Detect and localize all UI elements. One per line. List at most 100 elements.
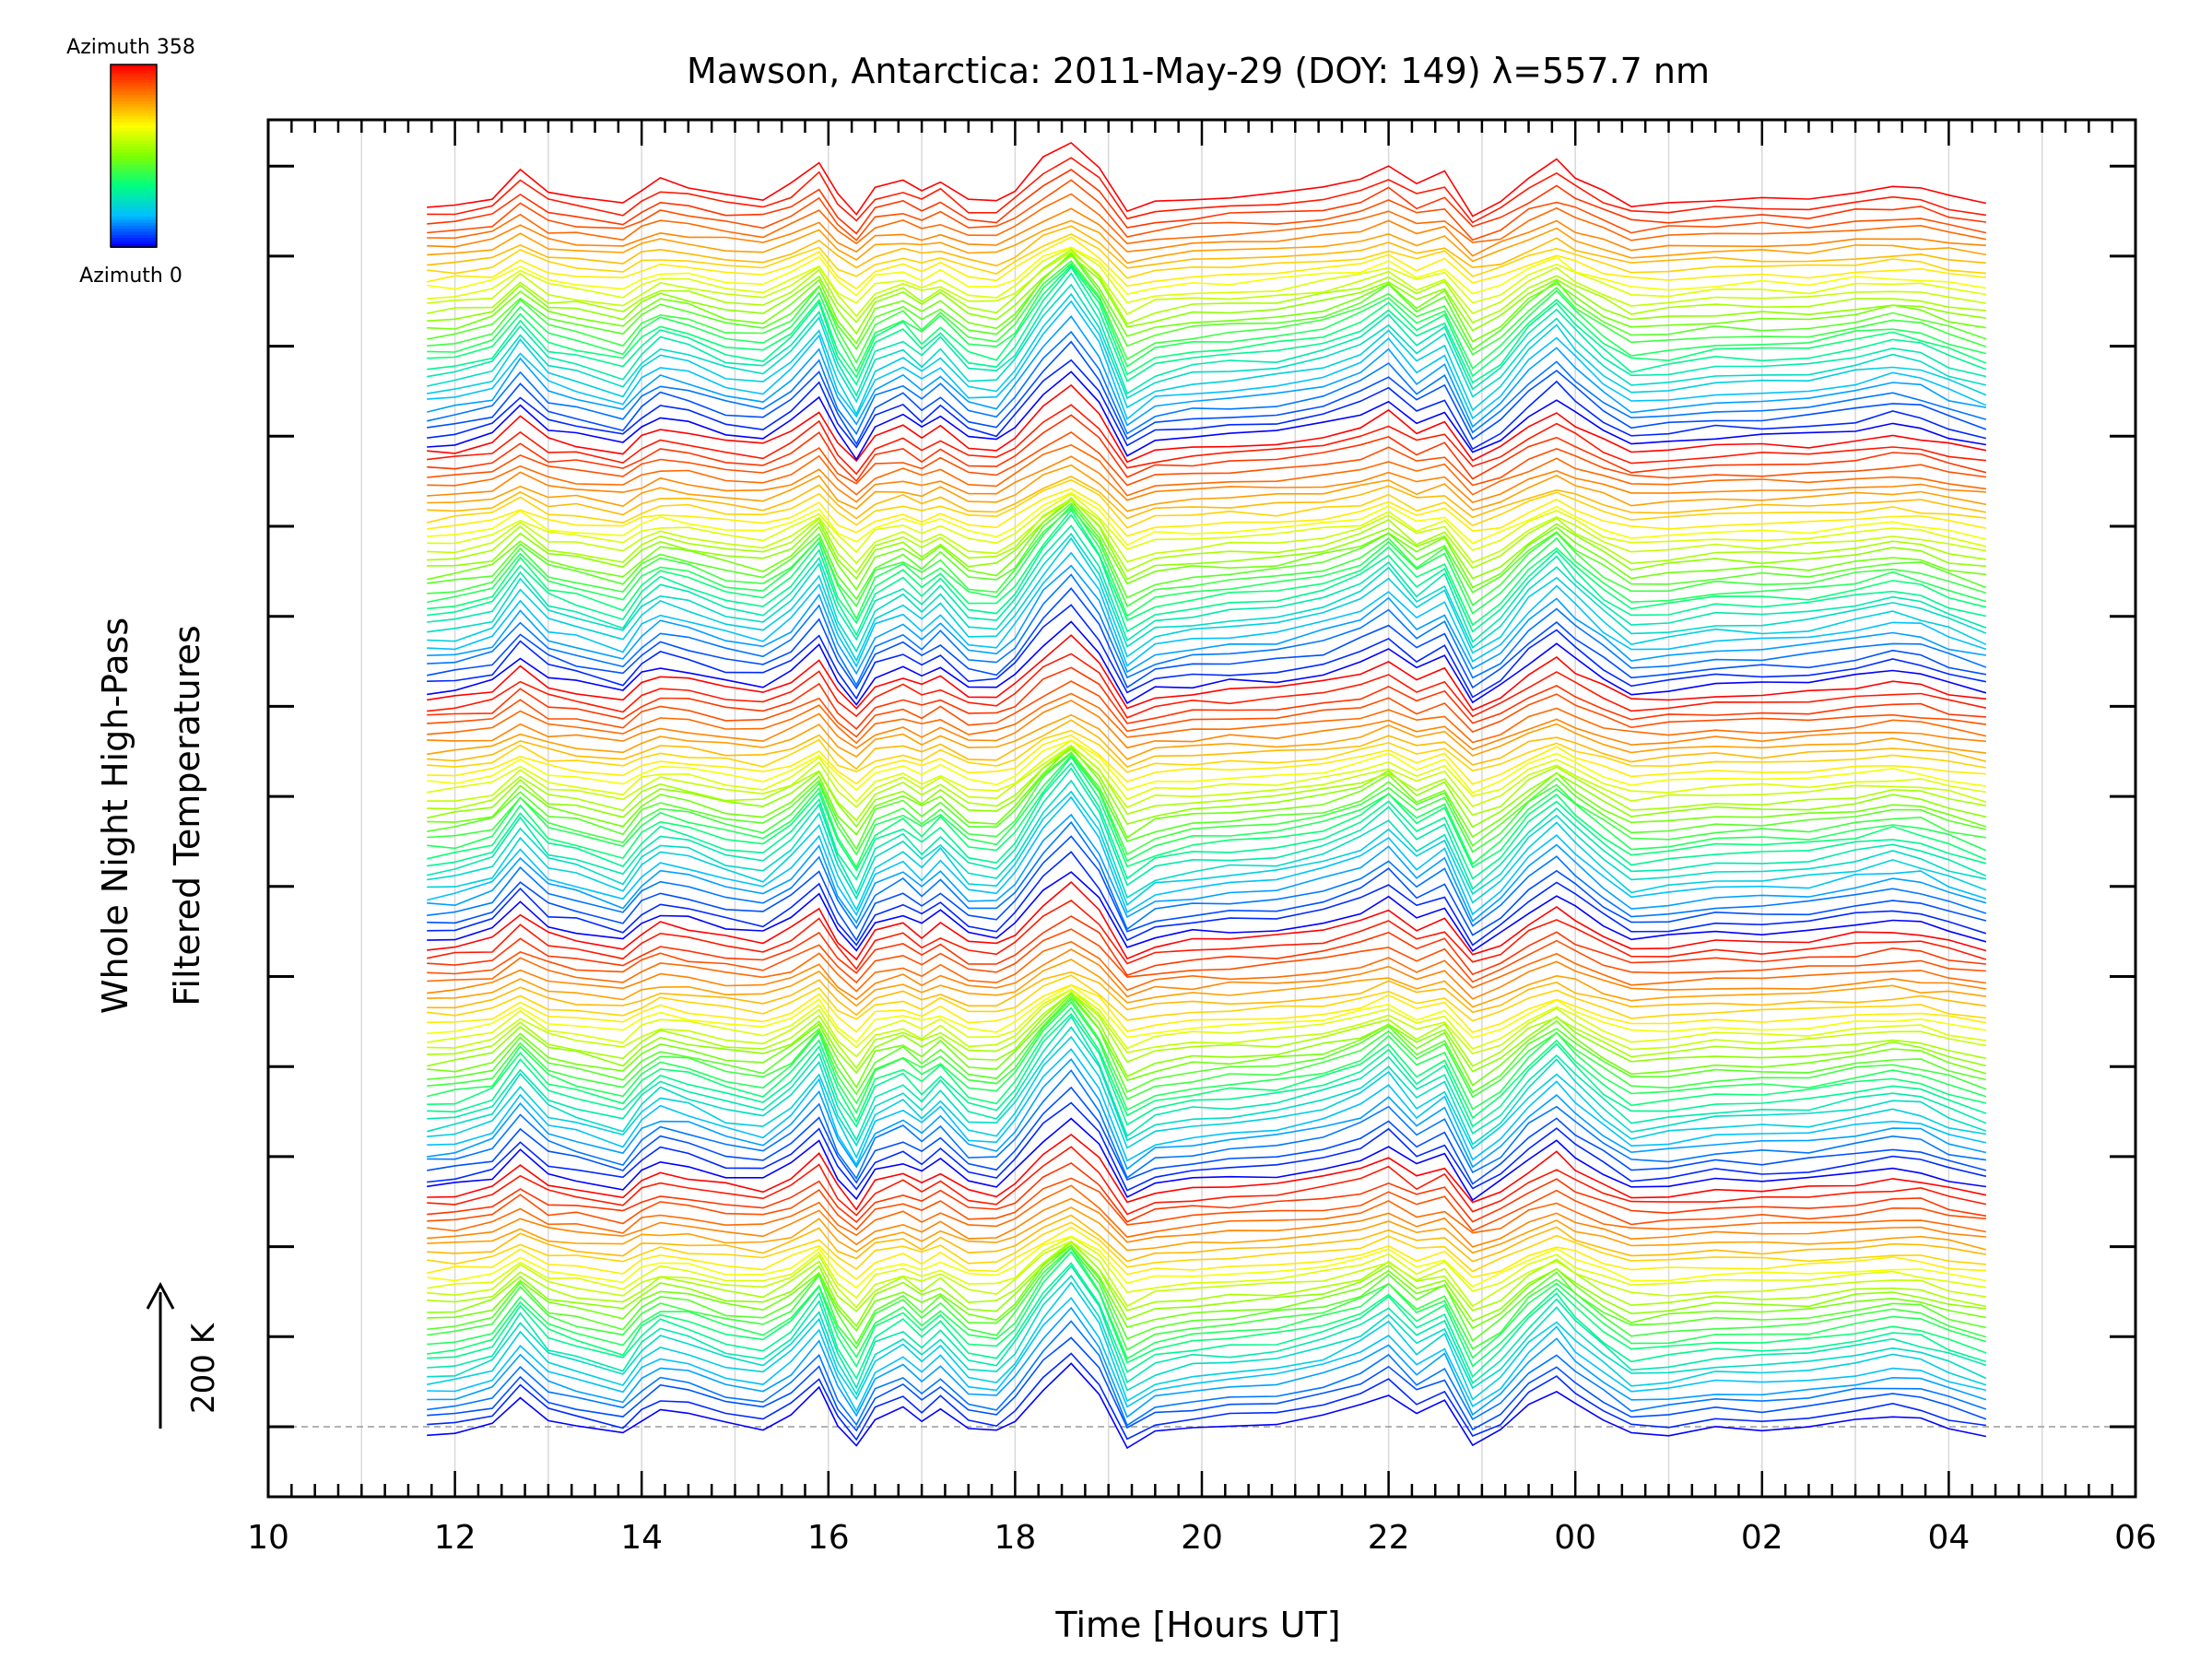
colorbar-strip [111,204,157,209]
temperature-trace [427,492,1987,554]
temperature-trace [427,747,1987,829]
colorbar-strip [111,125,157,130]
temperature-trace [427,948,1987,1001]
temperature-trace [427,246,1987,297]
temperature-trace [427,359,1987,451]
colorbar-top-label: Azimuth 358 [66,36,195,59]
colorbar-strip [111,180,157,184]
temperature-trace [427,991,1987,1070]
colorbar-strip [111,238,157,242]
colorbar-strip [111,128,157,133]
temperature-trace [427,983,1987,1033]
temperature-trace [427,940,1987,993]
scale-arrow-head [146,1281,175,1310]
colorbar-strip [111,140,157,145]
temperature-trace [427,509,1987,627]
temperature-trace [427,455,1986,503]
temperature-trace [427,745,1987,839]
temperature-trace [427,620,1987,706]
temperature-trace [427,498,1987,574]
colorbar-strip [111,177,157,182]
colorbar-legend: Azimuth 358 Azimuth 0 [66,36,195,288]
temperature-trace [427,371,1987,461]
temperature-trace [427,1048,1987,1167]
x-tick-label: 20 [1181,1519,1223,1557]
temperature-trace [427,744,1987,808]
temperature-trace [427,1146,1987,1217]
colorbar-strip [111,98,157,102]
temperature-trace [427,246,1987,304]
temperature-trace [427,928,1986,984]
temperature-trace [427,1265,1987,1390]
temperature-trace [427,236,1986,290]
temperature-trace [427,507,1987,607]
temperature-trace [427,264,1987,379]
temperature-trace [427,404,1986,476]
temperature-trace [427,225,1986,269]
chart-title: Mawson, Antarctica: 2011-May-29 (DOY: 14… [687,51,1710,91]
scale-label: 200 K [185,1322,222,1414]
temperature-trace [427,476,1987,520]
temperature-trace [427,767,1987,896]
colorbar-strip [111,234,157,240]
temperature-trace [427,1243,1987,1346]
colorbar-strip [111,207,157,212]
temperature-trace [427,779,1987,900]
temperature-trace [427,533,1987,653]
x-tick-label: 10 [247,1519,289,1557]
temperature-trace [427,292,1987,416]
colorbar-strip [111,164,157,170]
temperature-trace [427,1246,1987,1360]
y-axis-ticks [268,164,2136,1429]
temperature-trace [427,795,1987,917]
colorbar-strip [111,70,157,75]
colorbar-strip [111,225,157,230]
temperature-trace [427,1240,1987,1312]
colorbar-strip [111,171,157,175]
temperature-trace [427,835,1987,942]
colorbar-strip [111,198,157,203]
temperature-trace [427,1246,1987,1351]
x-tick-label: 14 [620,1519,663,1557]
temperature-trace [427,871,1987,952]
temperature-trace [427,820,1987,931]
colorbar-strip [111,201,157,206]
temperature-trace [427,219,1987,265]
temperature-trace [427,497,1986,581]
colorbar-strip [111,189,157,194]
temperature-trace [427,739,1987,794]
y-axis-label-line2: Filtered Temperatures [167,625,207,1006]
temperature-trace [427,414,1987,483]
temperature-trace [427,1058,1987,1171]
colorbar-strip [111,210,157,215]
colorbar-strip [111,182,157,187]
temperature-trace [427,248,1986,325]
colorbar-strip [111,161,157,166]
colorbar-frame [110,64,158,248]
colorbar-strip [111,194,157,200]
colorbar-strip [111,100,157,105]
x-axis-tick-labels: 10 12 14 16 18 20 22 00 02 04 06 [247,1519,2157,1557]
temperature-trace [427,754,1987,869]
temperature-trace [427,680,1987,738]
temperature-trace [427,340,1987,446]
scale-indicator: 200 K [146,1281,222,1429]
temperature-trace [427,997,1987,1105]
colorbar-strip [111,110,157,114]
temperature-trace [427,993,1987,1089]
colorbar-strip [111,73,157,78]
temperature-trace [427,283,1987,404]
temperature-trace [427,315,1987,429]
temperature-trace [427,1101,1987,1192]
temperature-trace [427,719,1987,771]
temperature-trace [427,252,1987,345]
colorbar-strip [111,186,157,191]
temperature-trace [427,1281,1987,1403]
temperature-trace [427,739,1987,803]
x-tick-label: 00 [1554,1519,1596,1557]
temperature-trace [427,536,1987,663]
temperature-trace [427,1086,1987,1185]
temperature-trace [427,1221,1986,1273]
x-tick-label: 16 [807,1519,850,1557]
